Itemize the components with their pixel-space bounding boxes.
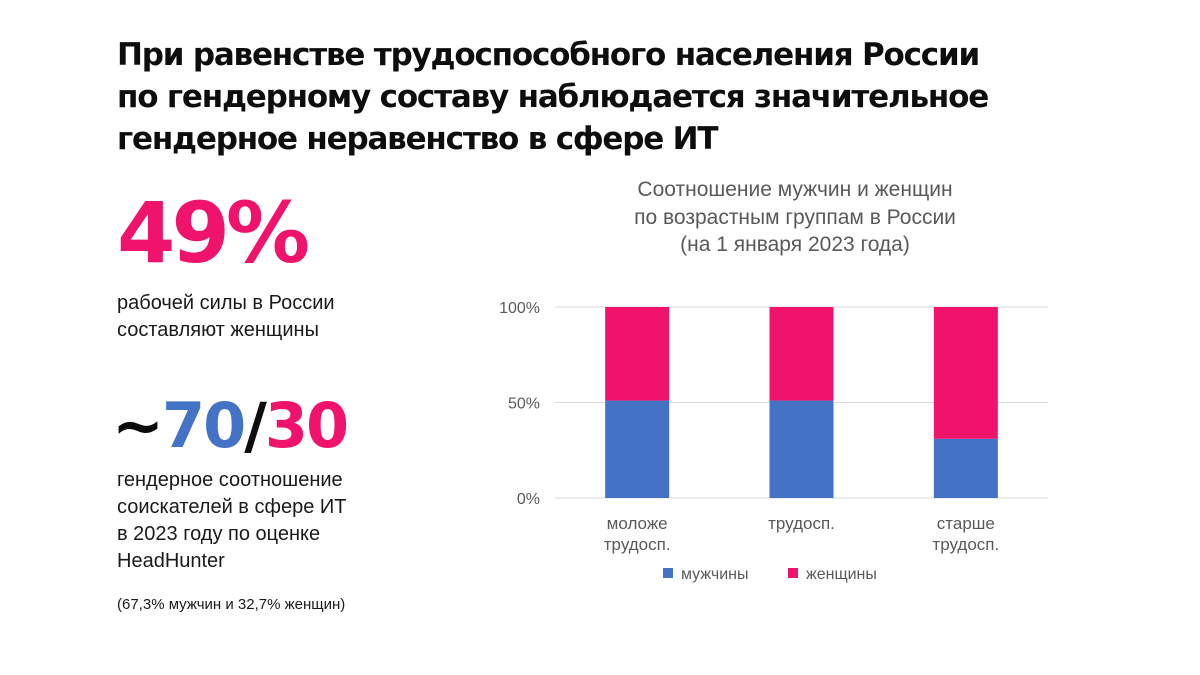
ratio-men: 70: [161, 389, 246, 462]
stacked-bar-chart: 0% 50% 100% моложе трудосп. трудосп. старше тру…: [499, 300, 1048, 583]
x-tick-label: моложе: [607, 514, 668, 533]
it-ratio-description-line-1: гендерное соотношение: [117, 469, 343, 491]
x-tick-label: трудосп.: [604, 535, 671, 554]
women-share-description: рабочей силы в России составляют женщины: [117, 290, 437, 344]
it-ratio-description-line-4: HeadHunter: [117, 550, 225, 572]
bar-segment: [933, 438, 998, 498]
x-tick-label: трудосп.: [768, 514, 835, 533]
legend-swatch: [663, 568, 673, 578]
women-share-description-line-1: рабочей силы в России: [117, 292, 335, 314]
chart-title: Соотношение мужчин и женщин по возрастны…: [560, 176, 1030, 259]
bar-segment: [605, 400, 670, 498]
it-ratio-description-line-3: в 2023 году по оценке: [117, 523, 321, 545]
ratio-prefix: ~: [112, 389, 164, 462]
women-share-description-line-2: составляют женщины: [117, 319, 319, 341]
ratio-women: 30: [264, 389, 349, 462]
headline-line-1: При равенстве трудоспособного населения …: [117, 37, 980, 73]
chart-title-line-2: по возрастным группам в России: [634, 205, 956, 229]
legend-label: женщины: [806, 566, 877, 583]
y-tick-label: 50%: [508, 396, 540, 413]
legend-swatch: [788, 568, 798, 578]
it-ratio-description: гендерное соотношение соискателей в сфер…: [117, 467, 437, 575]
chart-title-line-3: (на 1 января 2023 года): [680, 233, 910, 256]
it-ratio-description-line-2: соискателей в сфере ИТ: [117, 496, 347, 518]
bar-segment: [933, 307, 998, 439]
headline-line-3: гендерное неравенство в сфере ИТ: [117, 121, 719, 157]
headline-line-2: по гендерному составу наблюдается значит…: [117, 79, 989, 115]
ratio-slash: /: [244, 389, 267, 462]
y-tick-label: 0%: [517, 491, 540, 508]
x-tick-label: старше: [937, 514, 995, 533]
bar-segment: [769, 307, 834, 401]
legend-label: мужчины: [681, 566, 749, 583]
bar-segment: [769, 400, 834, 498]
it-gender-ratio: ~70/30: [112, 388, 349, 464]
women-share-stat: 49%: [117, 184, 310, 282]
headline: При равенстве трудоспособного населения …: [117, 34, 989, 160]
chart-title-line-1: Соотношение мужчин и женщин: [637, 178, 953, 201]
it-ratio-note: (67,3% мужчин и 32,7% женщин): [117, 596, 346, 613]
y-tick-label: 100%: [499, 300, 540, 317]
x-tick-label: трудосп.: [932, 535, 999, 554]
bar-segment: [605, 307, 670, 401]
